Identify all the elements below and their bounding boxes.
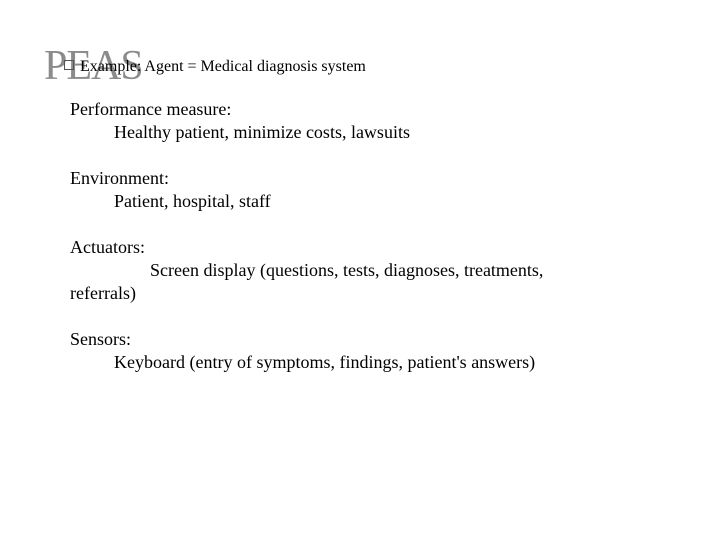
section-performance: Performance measure: Healthy patient, mi…	[70, 98, 672, 145]
example-line: Example: Agent = Medical diagnosis syste…	[64, 58, 366, 76]
section-environment: Environment: Patient, hospital, staff	[70, 167, 672, 214]
section-title: Environment:	[70, 167, 672, 190]
section-sensors: Sensors: Keyboard (entry of symptoms, fi…	[70, 328, 672, 375]
slide-container: PEAS Example: Agent = Medical diagnosis …	[0, 0, 720, 90]
section-body-line1: Screen display (questions, tests, diagno…	[70, 259, 672, 282]
section-title: Performance measure:	[70, 98, 672, 121]
section-body-line2: referrals)	[70, 282, 672, 305]
section-actuators: Actuators: Screen display (questions, te…	[70, 236, 672, 306]
section-body: Healthy patient, minimize costs, lawsuit…	[70, 121, 672, 144]
section-title: Sensors:	[70, 328, 672, 351]
example-text: Example: Agent = Medical diagnosis syste…	[80, 58, 366, 75]
content-area: Performance measure: Healthy patient, mi…	[70, 98, 672, 397]
section-body: Patient, hospital, staff	[70, 190, 672, 213]
section-body: Keyboard (entry of symptoms, findings, p…	[70, 351, 672, 374]
section-title: Actuators:	[70, 236, 672, 259]
bullet-icon	[64, 60, 74, 70]
